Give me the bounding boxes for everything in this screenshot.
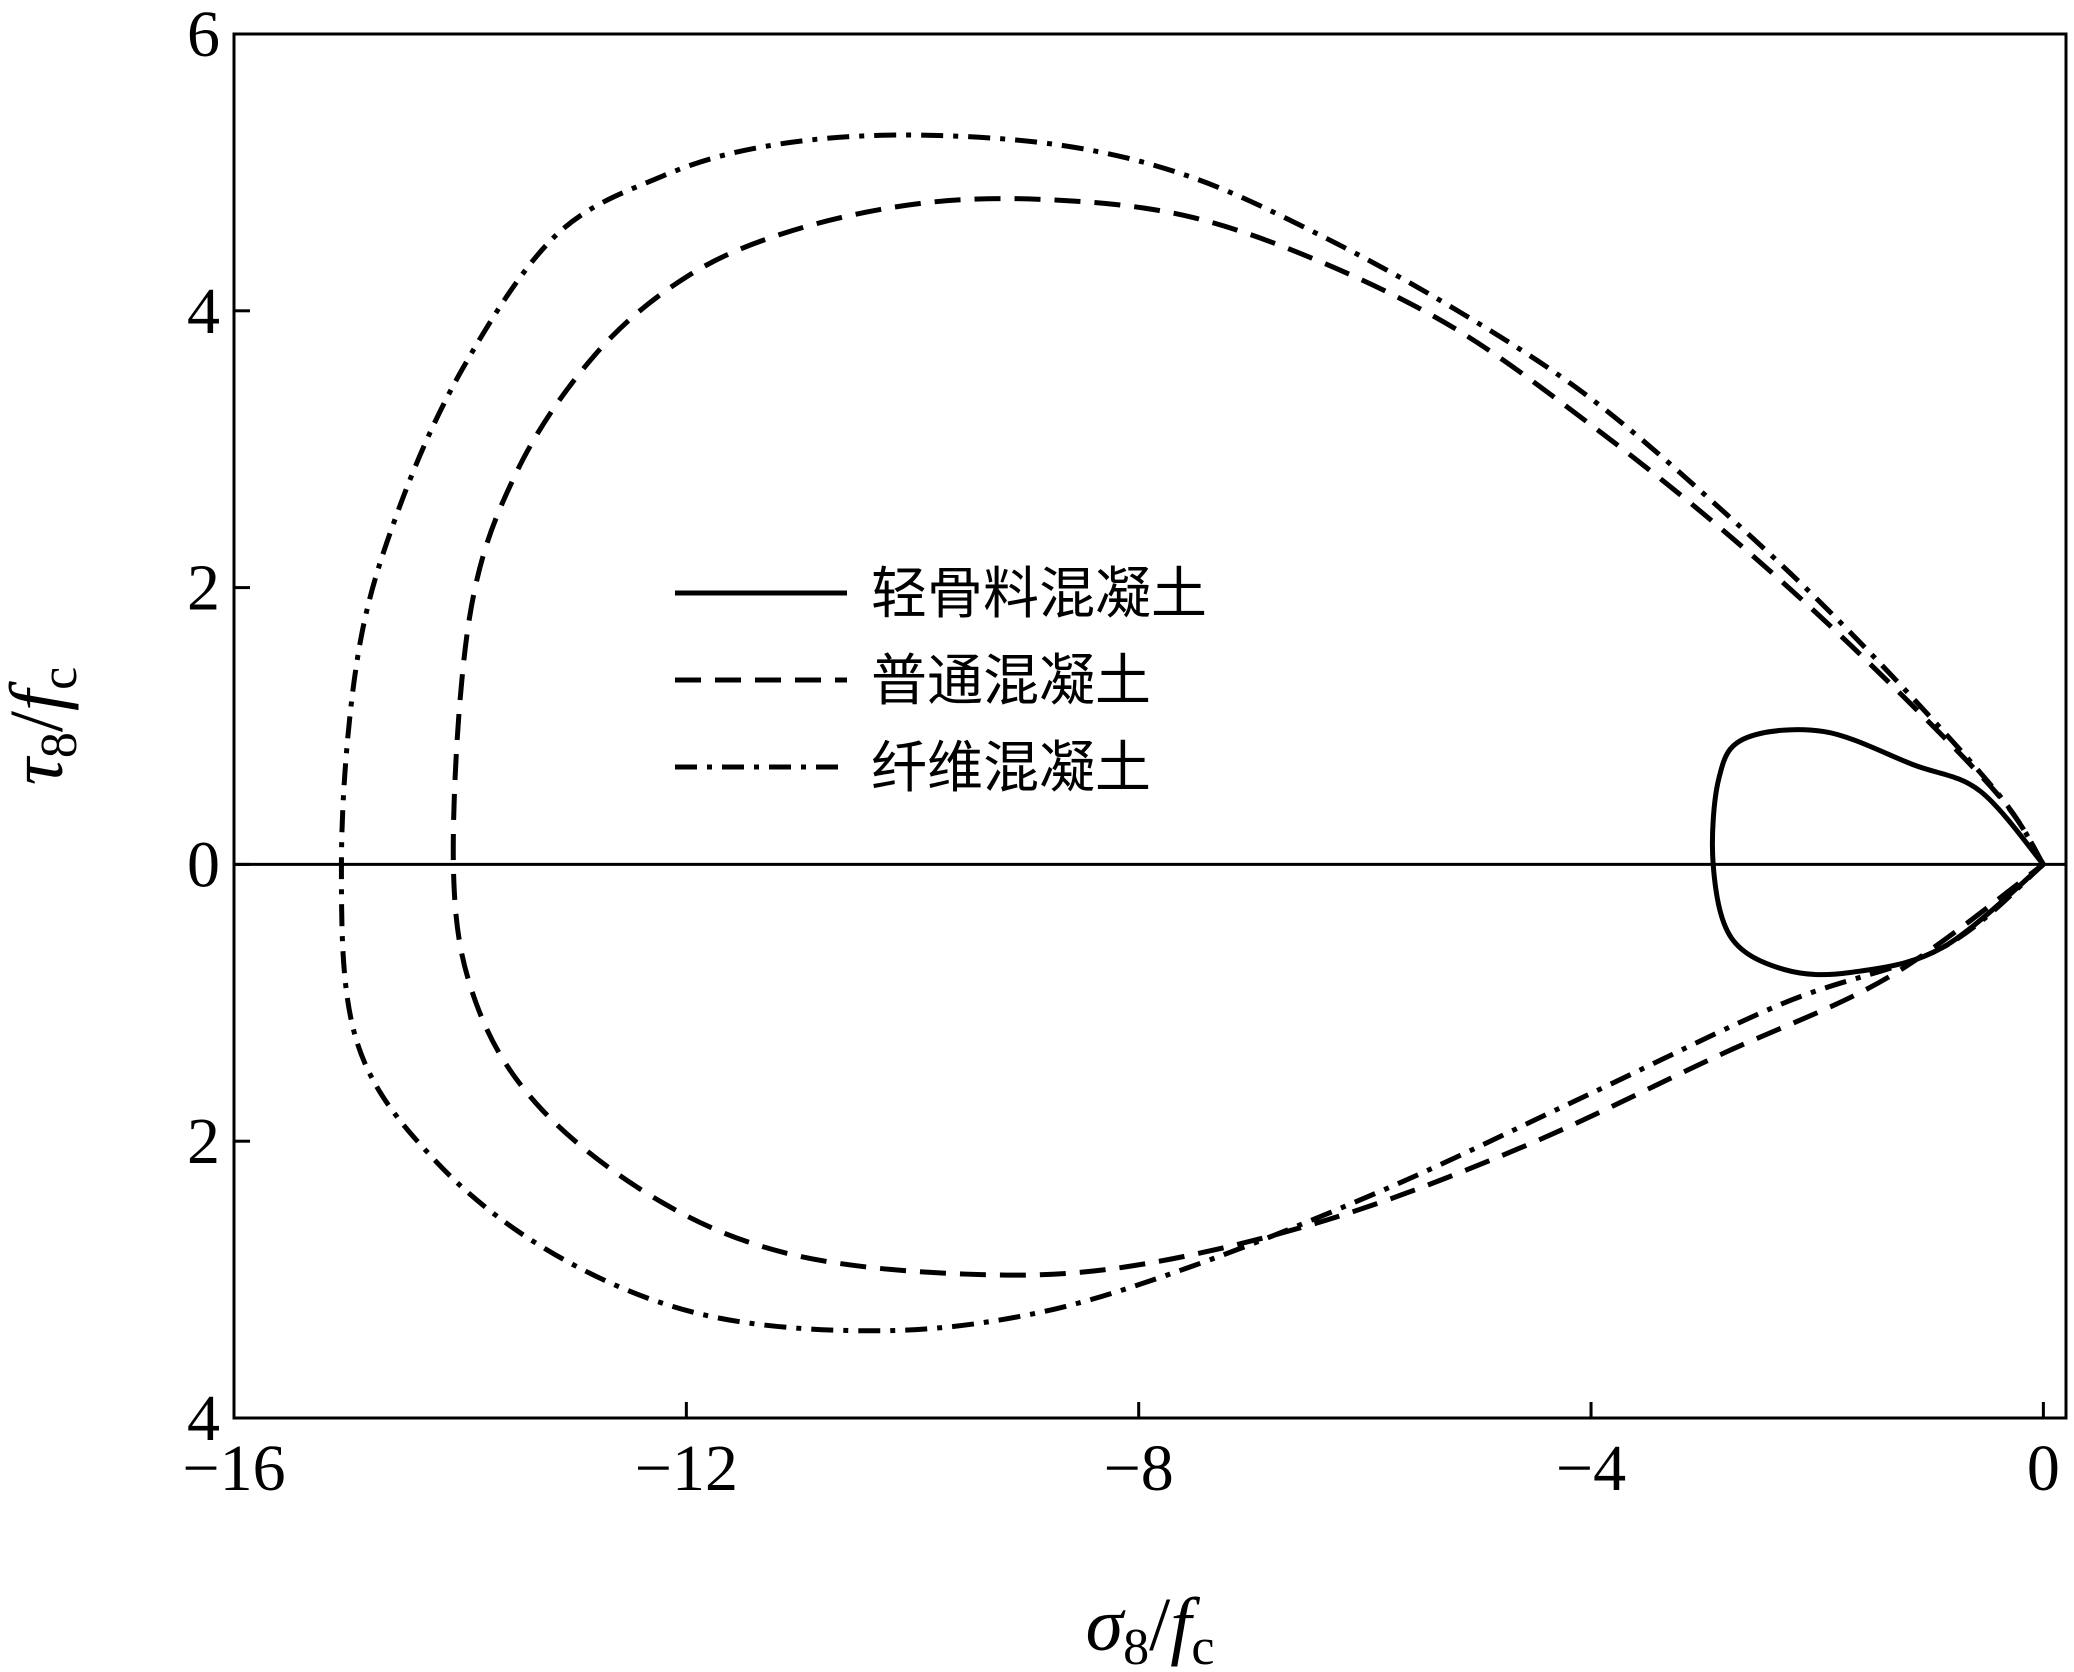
legend-label: 普通混凝土 bbox=[871, 649, 1151, 714]
x-axis-label: σ8/fc bbox=[1086, 1583, 1215, 1672]
y-tick-label: 4 bbox=[187, 1382, 220, 1455]
plot-frame bbox=[232, 32, 2068, 1420]
series-line bbox=[338, 132, 2046, 1334]
y-tick-label: 6 bbox=[187, 0, 220, 71]
x-tick-label: −8 bbox=[1104, 1432, 1174, 1505]
x-label-part: c bbox=[1191, 1619, 1214, 1672]
y-label-part: / bbox=[0, 710, 79, 732]
legend-label: 轻骨料混凝土 bbox=[871, 562, 1207, 627]
series-line bbox=[1709, 727, 2046, 978]
x-tick-label: −16 bbox=[182, 1432, 285, 1505]
y-label-part: 8 bbox=[31, 732, 88, 758]
y-tick-label: 4 bbox=[187, 275, 220, 348]
y-axis-label: τ8/fc bbox=[0, 667, 88, 786]
x-label-part: σ bbox=[1086, 1583, 1126, 1667]
y-tick-label: 2 bbox=[187, 552, 220, 625]
legend-label: 纤维混凝土 bbox=[871, 736, 1151, 801]
x-tick-label: −12 bbox=[635, 1432, 738, 1505]
x-tick-label: 0 bbox=[2027, 1432, 2060, 1505]
x-tick-label: −4 bbox=[1556, 1432, 1626, 1505]
y-tick-label: 0 bbox=[187, 828, 220, 901]
y-label-part: c bbox=[31, 667, 88, 690]
x-label-part: 8 bbox=[1123, 1619, 1149, 1672]
x-label-part: / bbox=[1149, 1583, 1171, 1667]
series-line bbox=[450, 196, 2046, 1278]
y-tick-label: 2 bbox=[187, 1105, 220, 1178]
y-label-part: τ bbox=[0, 755, 79, 785]
